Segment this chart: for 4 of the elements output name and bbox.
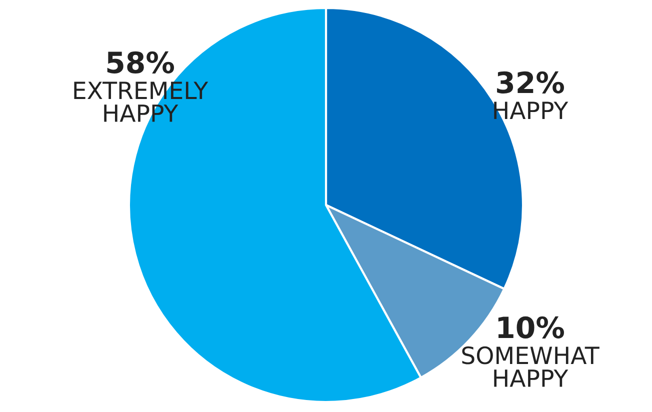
data-label: 10%	[498, 316, 564, 338]
data-label: 32%	[497, 71, 564, 94]
data-label: 58%	[107, 51, 174, 74]
slice-label: SOMEWHAT HAPPY	[462, 346, 600, 387]
